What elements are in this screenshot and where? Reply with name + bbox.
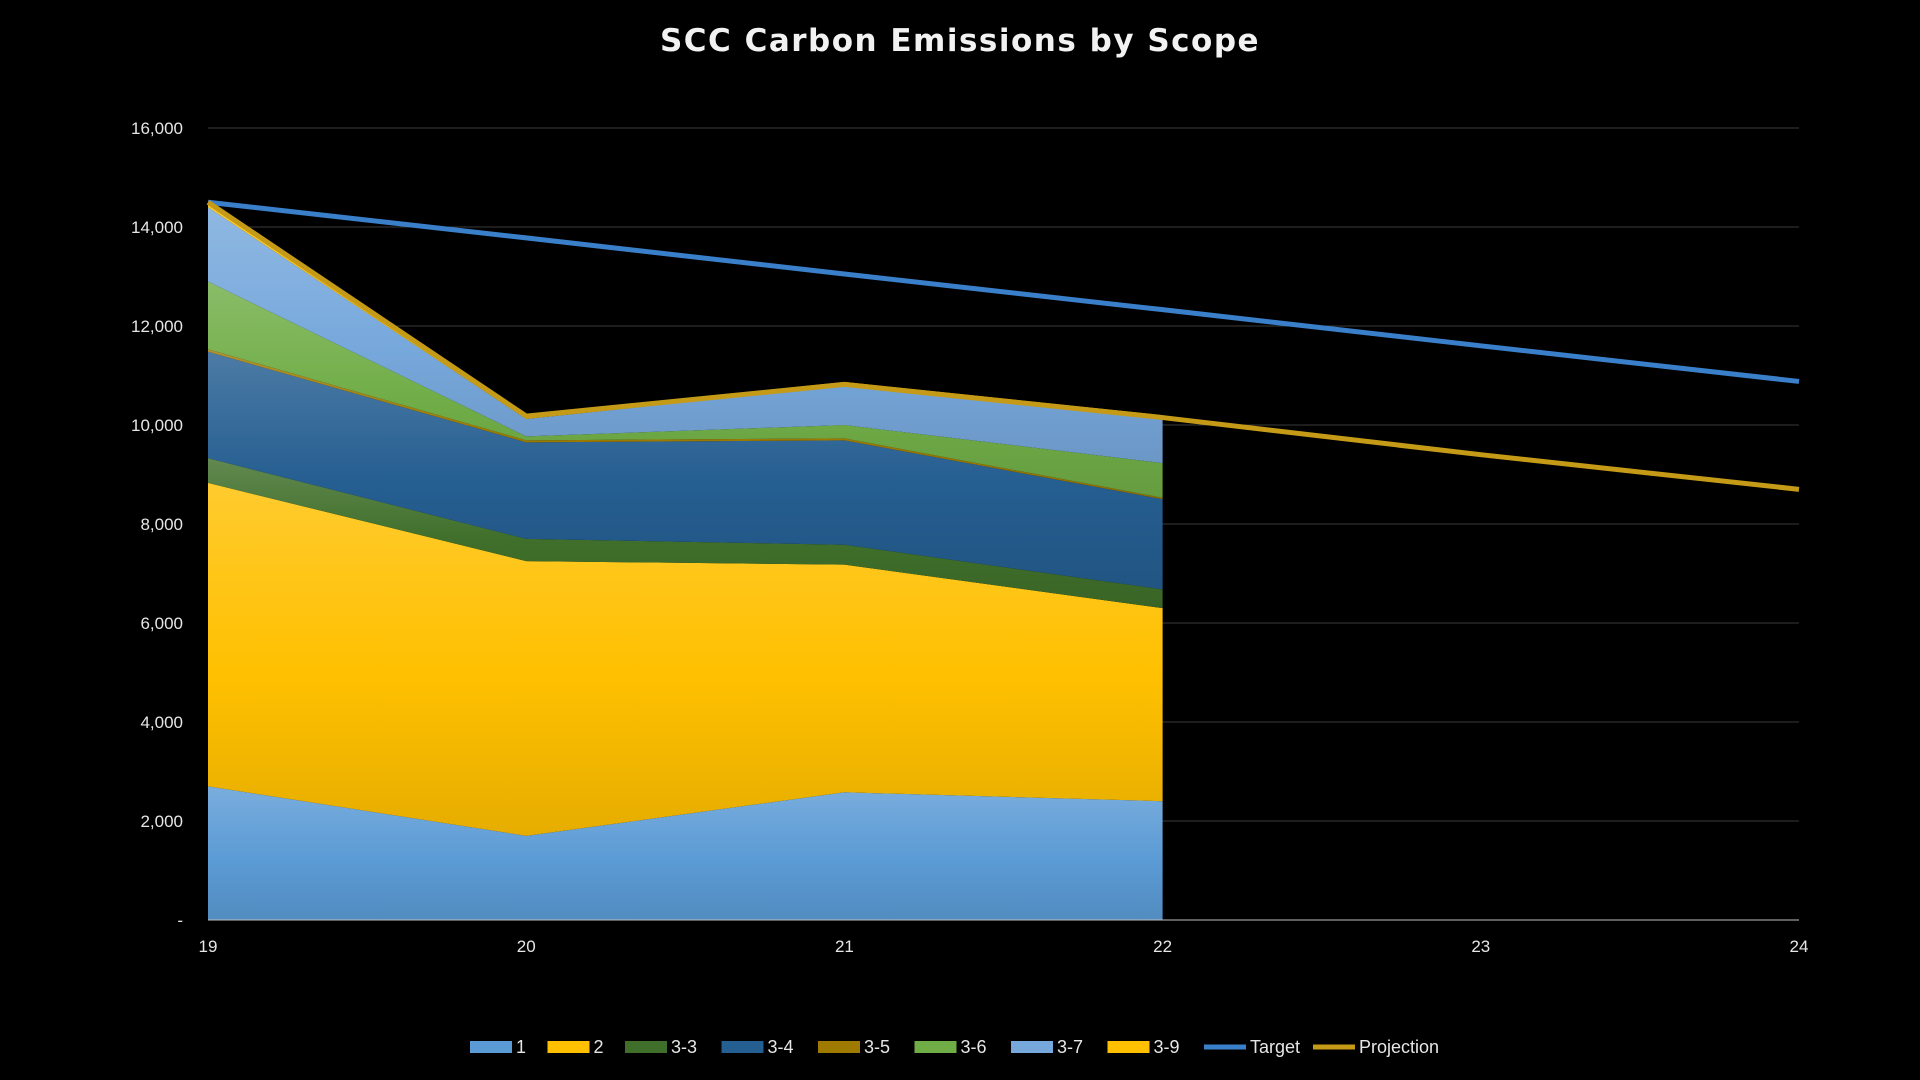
y-tick-label: 2,000 (140, 812, 183, 831)
line-series-target (207, 199, 1800, 384)
legend: 1 2 3-3 3-4 3-5 3-6 3-7 3-9 Target Projection (470, 1037, 1439, 1057)
legend-swatch (914, 1041, 957, 1053)
area-series-3-4 (208, 351, 1163, 590)
x-tick-label: 22 (1153, 937, 1172, 956)
trend-lines (206, 199, 1800, 492)
legend-item-2: 2 (547, 1037, 604, 1057)
legend-swatch (1011, 1041, 1053, 1053)
chart-title: SCC Carbon Emissions by Scope (660, 23, 1260, 59)
legend-label: Target (1250, 1037, 1300, 1057)
legend-label: 2 (594, 1037, 604, 1057)
y-tick-label: 4,000 (140, 713, 183, 732)
x-tick-label: 21 (835, 937, 854, 956)
legend-item-3-3: 3-3 (625, 1037, 697, 1057)
y-tick-label: 6,000 (140, 614, 183, 633)
legend-item-target: Target (1204, 1037, 1300, 1057)
legend-item-1: 1 (470, 1037, 526, 1057)
y-tick-label: 10,000 (131, 416, 183, 435)
axes: - 2,000 4,000 6,000 8,000 10,000 12,000 14,000 1… (131, 119, 1808, 956)
legend-swatch (470, 1041, 512, 1053)
legend-label: 3-7 (1057, 1037, 1083, 1057)
legend-item-3-4: 3-4 (721, 1037, 794, 1057)
y-tick-label: 16,000 (131, 119, 183, 138)
legend-label: 3-4 (768, 1037, 794, 1057)
line-series-projection (206, 200, 1800, 492)
area-series-3-3 (208, 458, 1163, 609)
legend-label: Projection (1359, 1037, 1439, 1057)
legend-item-projection: Projection (1313, 1037, 1439, 1057)
legend-item-3-7: 3-7 (1011, 1037, 1083, 1057)
legend-swatch (625, 1041, 667, 1053)
y-tick-label: 8,000 (140, 515, 183, 534)
legend-label: 3-6 (961, 1037, 987, 1057)
stacked-areas (208, 202, 1163, 920)
y-tick-label: - (177, 911, 183, 930)
area-series-2 (208, 482, 1163, 836)
area-series-3-6 (208, 281, 1163, 498)
legend-swatch (547, 1041, 590, 1053)
legend-label: 3-9 (1154, 1037, 1180, 1057)
area-series-3-7 (208, 207, 1163, 464)
legend-item-3-5: 3-5 (818, 1037, 890, 1057)
x-tick-label: 20 (517, 937, 536, 956)
legend-swatch (721, 1041, 764, 1053)
y-tick-label: 14,000 (131, 218, 183, 237)
legend-label: 3-3 (671, 1037, 697, 1057)
legend-swatch (818, 1041, 860, 1053)
legend-label: 1 (516, 1037, 526, 1057)
y-tick-label: 12,000 (131, 317, 183, 336)
area-series-1 (208, 786, 1163, 920)
legend-swatch (1107, 1041, 1150, 1053)
x-tick-label: 23 (1471, 937, 1490, 956)
x-tick-label: 19 (199, 937, 218, 956)
legend-item-3-6: 3-6 (914, 1037, 987, 1057)
legend-label: 3-5 (864, 1037, 890, 1057)
legend-item-3-9: 3-9 (1107, 1037, 1180, 1057)
x-tick-label: 24 (1790, 937, 1809, 956)
